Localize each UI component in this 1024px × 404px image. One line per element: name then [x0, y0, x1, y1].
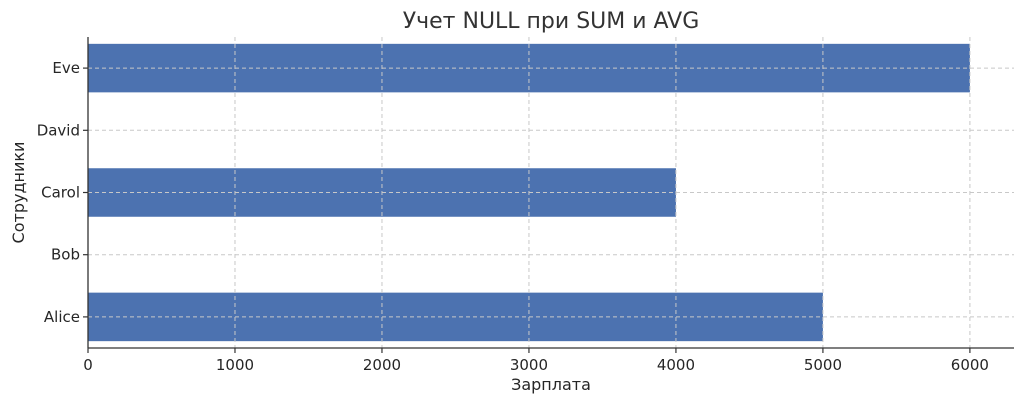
x-tick-label: 5000 — [804, 356, 842, 374]
x-tick-label: 2000 — [363, 356, 401, 374]
x-axis-label: Зарплата — [511, 375, 591, 394]
y-tick-label: Alice — [44, 308, 80, 326]
x-tick-label: 0 — [83, 356, 93, 374]
x-tick-label: 4000 — [657, 356, 695, 374]
y-axis-label: Сотрудники — [9, 142, 28, 244]
chart-title: Учет NULL при SUM и AVG — [403, 9, 700, 34]
x-tick-label: 6000 — [951, 356, 989, 374]
x-tick-label: 3000 — [510, 356, 548, 374]
y-tick-label: Bob — [51, 246, 80, 264]
y-tick-label: Eve — [52, 59, 80, 77]
grid — [88, 37, 1014, 348]
x-ticks: 0 1000 2000 3000 4000 5000 6000 — [83, 348, 989, 374]
y-tick-label: Carol — [41, 184, 80, 202]
x-tick-label: 1000 — [216, 356, 254, 374]
y-ticks: Alice Bob Carol David Eve — [37, 59, 88, 326]
y-tick-label: David — [37, 121, 80, 139]
